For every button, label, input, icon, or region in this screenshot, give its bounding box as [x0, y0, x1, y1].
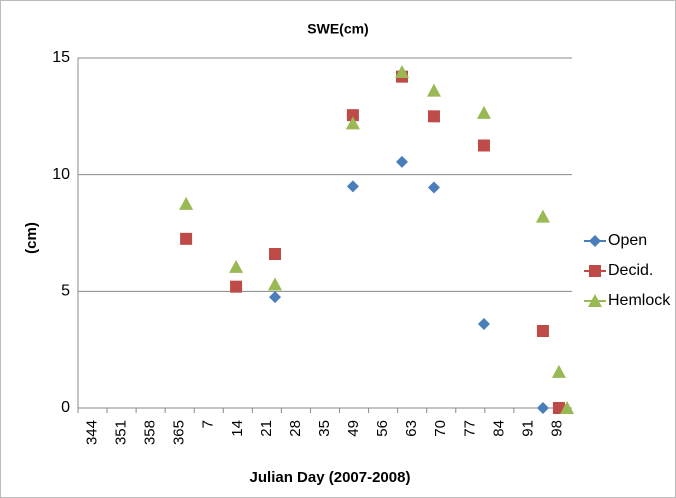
point [269, 291, 282, 304]
point [395, 65, 410, 78]
x-tick-label: 28 [287, 420, 304, 437]
legend-label: Hemlock [608, 292, 671, 309]
x-tick-label: 98 [548, 420, 565, 437]
point [589, 265, 601, 277]
point [268, 277, 283, 291]
x-tick-label: 358 [142, 420, 159, 445]
point [551, 364, 566, 378]
point [346, 109, 359, 122]
point [477, 139, 490, 152]
point [536, 402, 549, 414]
x-tick-label: 21 [258, 420, 275, 437]
point [269, 248, 282, 260]
x-tick-label: 63 [403, 420, 420, 437]
point [229, 259, 244, 273]
legend-label: Open [608, 232, 647, 249]
y-tick-label: 10 [52, 166, 70, 183]
point [345, 116, 360, 130]
point [396, 155, 409, 168]
y-axis-label: (cm) [23, 222, 40, 254]
x-axis-label: Julian Day (2007-2008) [250, 469, 411, 486]
point [588, 294, 602, 307]
x-tick-label: 77 [461, 420, 478, 437]
x-tick-label: 35 [316, 420, 333, 437]
point [346, 180, 359, 193]
x-tick-label: 91 [519, 420, 536, 437]
point [477, 318, 490, 330]
point [426, 83, 441, 97]
point [589, 235, 601, 247]
chart-title: SWE(cm) [307, 21, 368, 37]
x-tick-label: 351 [113, 420, 130, 445]
x-tick-label: 344 [83, 420, 100, 445]
point [535, 209, 550, 223]
x-tick-label: 14 [229, 420, 246, 437]
point [427, 110, 440, 123]
x-tick-label: 365 [171, 420, 188, 445]
y-tick-label: 0 [61, 399, 70, 416]
y-tick-label: 15 [52, 49, 70, 66]
point [427, 181, 440, 194]
x-tick-label: 84 [490, 420, 507, 437]
x-tick-label: 7 [200, 420, 217, 428]
x-tick-label: 49 [345, 420, 362, 437]
point [230, 280, 243, 293]
x-tick-label: 56 [374, 420, 391, 437]
point [476, 105, 491, 119]
point [179, 196, 194, 210]
y-tick-label: 5 [61, 283, 70, 300]
x-tick-label: 70 [432, 420, 449, 437]
point [560, 401, 575, 414]
legend-label: Decid. [608, 262, 653, 279]
point [536, 325, 549, 337]
point [180, 232, 193, 245]
